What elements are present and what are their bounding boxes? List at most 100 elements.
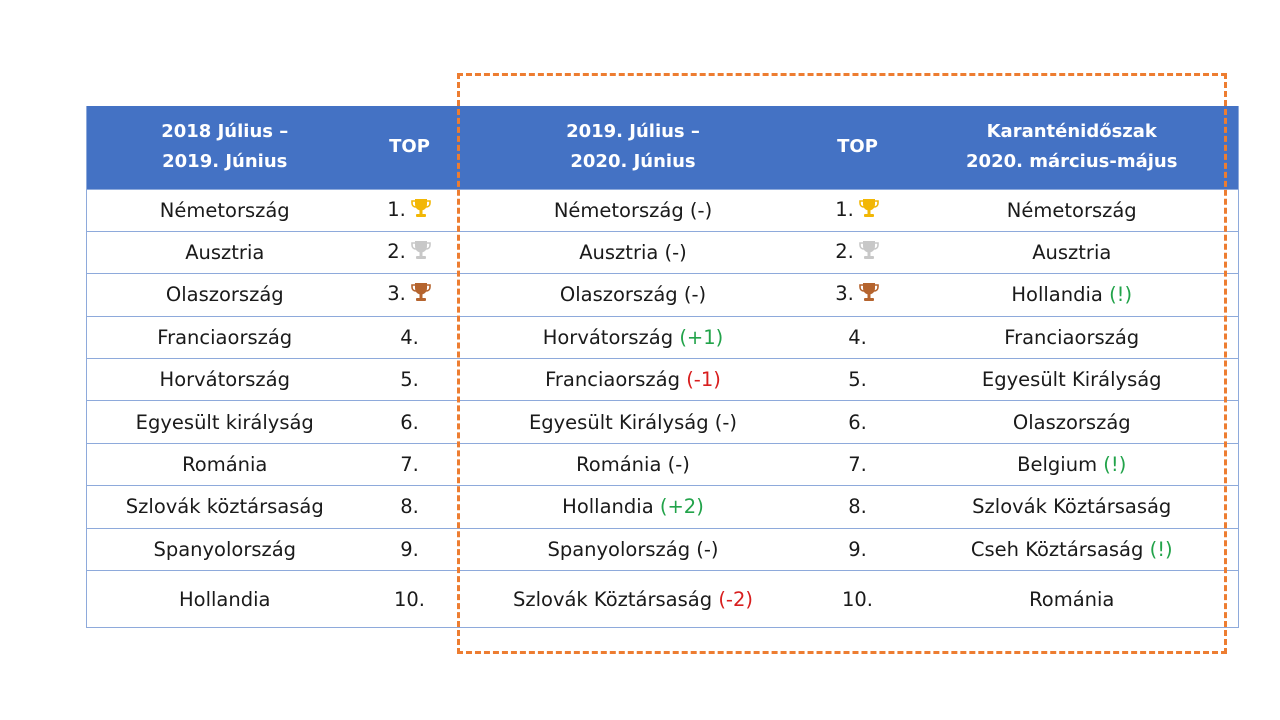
country-name: Hollandia [562,495,654,519]
country-name: Szlovák Köztársaság [972,495,1172,519]
rank-number: 1. [387,197,406,221]
country-name: Cseh Köztársaság [970,537,1144,561]
cell-rank-2: 4. [809,315,906,359]
header-line: 2019. Június [162,151,288,173]
table-row: Horvátország 5. Franciaország (-1) 5. Egyesü… [86,358,1239,401]
cell-period3-country: Egyesült Királyság [905,358,1239,401]
rank-change: (-) [696,537,719,561]
cell-period3-country: Ausztria [905,230,1239,274]
table-row: Németország 1. Németország (-) 1. Németorszá… [86,188,1239,232]
cell-rank-1: 7. [362,442,457,486]
cell-rank-1: 10. [362,570,457,629]
country-name: Románia [576,453,662,477]
cell-rank-2: 9. [809,527,906,571]
rank-number: 4. [848,325,867,349]
country-name: Belgium [1017,453,1098,477]
gold-trophy-icon [410,197,432,224]
rank-number: 3. [387,282,406,306]
cell-period2-country: Olaszország (-) [456,273,810,317]
cell-period3-country: Cseh Köztársaság (!) [905,527,1239,571]
cell-period2-country: Hollandia (+2) [456,485,810,529]
cell-period1-country: Ausztria [86,230,363,274]
rank-number: 9. [848,537,867,561]
country-name: Hollandia [1011,283,1103,307]
rank-number: 2. [835,240,854,264]
rank-change: (-) [683,283,707,307]
country-name: Olaszország [1012,410,1131,434]
cell-period1-country: Franciaország [86,315,363,359]
rank-number: 10. [393,587,425,611]
rank-number: 1. [835,197,854,221]
rank-number: 5. [400,368,419,392]
cell-period2-country: Románia (-) [456,442,810,486]
rank-number: 6. [848,410,867,434]
table-row: Ausztria 2. Ausztria (-) 2. Ausztria [86,230,1239,274]
rank-number: 6. [400,410,419,434]
cell-period1-country: Egyesült királyság [86,400,363,444]
country-name: Szlovák köztársaság [125,495,324,519]
rank-number: 8. [400,495,419,519]
rank-change: (-1) [686,368,721,392]
header-line: 2020. Június [570,151,696,173]
cell-rank-1: 6. [362,400,457,444]
country-name: Németország [1006,198,1137,222]
country-name: Franciaország [157,325,293,349]
table-row: Spanyolország 9. Spanyolország (-) 9. Cseh K… [86,527,1239,571]
country-name: Horvátország [542,325,674,349]
cell-period1-country: Németország [86,188,363,232]
country-name: Egyesült királyság [135,410,314,434]
cell-period3-country: Szlovák Köztársaság [905,485,1239,529]
header-period-2018-2019: 2018 Július – 2019. Június [86,106,363,189]
header-period-2019-2020: 2019. Július – 2020. Június [456,106,810,189]
cell-period1-country: Szlovák köztársaság [86,485,363,529]
cell-period2-country: Franciaország (-1) [456,358,810,401]
country-name: Németország [553,198,684,222]
cell-period1-country: Horvátország [86,358,363,401]
rank-number: 7. [848,453,867,477]
rank-change: (+1) [679,325,724,349]
cell-period3-country: Hollandia (!) [905,273,1239,317]
cell-period2-country: Ausztria (-) [456,230,810,274]
rank-number: 7. [400,453,419,477]
cell-period3-country: Románia [905,570,1239,629]
cell-rank-2: 7. [809,442,906,486]
rank-number: 3. [835,282,854,306]
rank-change: (-) [689,198,713,222]
header-line: Karanténidőszak [986,121,1157,143]
cell-rank-2: 2. [809,230,906,274]
country-name: Olaszország [165,283,284,307]
cell-period2-country: Szlovák Köztársaság (-2) [456,570,810,629]
header-top-2: TOP [809,106,906,189]
gold-trophy-icon [858,197,880,224]
country-name: Németország [159,198,290,222]
table-row: Hollandia 10. Szlovák Köztársaság (-2) 10. R… [86,570,1239,629]
cell-rank-1: 1. [362,188,457,232]
cell-rank-1: 4. [362,315,457,359]
cell-period2-country: Horvátország (+1) [456,315,810,359]
rank-change: (+2) [659,495,704,519]
country-name: Horvátország [159,368,290,392]
cell-period2-country: Egyesült Királyság (-) [456,400,810,444]
bronze-trophy-icon [410,281,432,308]
cell-period1-country: Románia [86,442,363,486]
country-name: Spanyolország [153,537,297,561]
cell-period2-country: Németország (-) [456,188,810,232]
cell-rank-2: 6. [809,400,906,444]
new-entry-note: (!) [1103,453,1127,477]
table-row: Románia 7. Románia (-) 7. Belgium (!) [86,442,1239,486]
bronze-trophy-icon [858,281,880,308]
cell-period1-country: Spanyolország [86,527,363,571]
cell-period1-country: Olaszország [86,273,363,317]
new-entry-note: (!) [1109,283,1133,307]
country-name: Ausztria [1032,241,1112,265]
country-name: Spanyolország [547,537,691,561]
cell-rank-1: 3. [362,273,457,317]
country-name: Egyesült Királyság [981,368,1162,392]
country-name: Ausztria [185,241,265,265]
ranking-table: 2018 Július – 2019. Június TOP 2019. Júl… [86,106,1239,629]
cell-rank-2: 3. [809,273,906,317]
silver-trophy-icon [858,239,880,266]
new-entry-note: (!) [1149,537,1173,561]
country-name: Egyesült Királyság [528,410,709,434]
cell-period3-country: Belgium (!) [905,442,1239,486]
